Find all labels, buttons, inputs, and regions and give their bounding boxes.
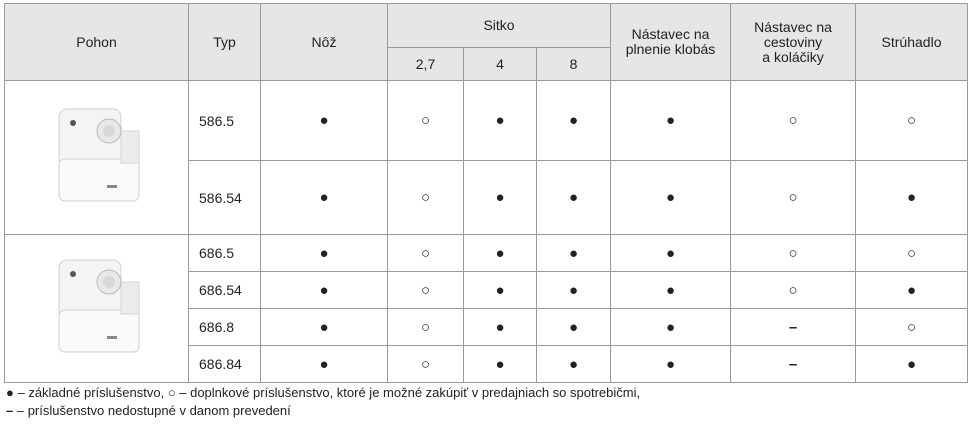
symbol-cell: ○ [731, 161, 856, 235]
symbol-cell: ● [464, 346, 537, 383]
legend-line: – – príslušenstvo nedostupné v danom pre… [6, 402, 640, 420]
symbol-cell: ● [856, 161, 968, 235]
legend-line: ● – základné príslušenstvo, ○ – doplnkov… [6, 384, 640, 402]
symbol-cell: ● [261, 272, 388, 309]
symbol-cell: ● [611, 235, 731, 272]
symbol-cell: ● [261, 309, 388, 346]
symbol-cell: ○ [388, 81, 464, 161]
header-cell: Sitko [388, 4, 611, 48]
type-cell: 586.5 [189, 81, 261, 161]
legend-symbol: ● [6, 385, 14, 400]
symbol-cell: ● [611, 272, 731, 309]
symbol-cell: ○ [856, 235, 968, 272]
symbol-cell: – [731, 346, 856, 383]
symbol-cell: ○ [388, 272, 464, 309]
symbol-cell: ● [611, 309, 731, 346]
symbol-cell: ○ [388, 346, 464, 383]
symbol-cell: ○ [731, 272, 856, 309]
symbol-cell: ● [537, 161, 611, 235]
header-cell: Nástavec na cestoviny a koláčiky [731, 4, 856, 81]
symbol-cell: ○ [388, 235, 464, 272]
type-cell: 686.5 [189, 235, 261, 272]
image-cell [5, 235, 189, 383]
legend-text: – príslušenstvo nedostupné v danom preve… [13, 403, 291, 418]
symbol-cell: ○ [731, 235, 856, 272]
symbol-cell: ● [856, 346, 968, 383]
type-cell: 586.54 [189, 161, 261, 235]
symbol-cell: ● [537, 235, 611, 272]
symbol-cell: ● [464, 272, 537, 309]
symbol-cell: ● [537, 81, 611, 161]
symbol-cell: ● [856, 272, 968, 309]
symbol-cell: ● [537, 272, 611, 309]
symbol-cell: ● [537, 309, 611, 346]
legend-text: – doplnkové príslušenstvo, ktoré je možn… [176, 385, 640, 400]
legend-symbol: ○ [168, 385, 176, 400]
symbol-cell: ● [464, 309, 537, 346]
symbol-cell: ● [611, 161, 731, 235]
header-cell: Nôž [261, 4, 388, 81]
symbol-cell: ● [537, 346, 611, 383]
symbol-cell: ● [464, 81, 537, 161]
header-cell: Typ [189, 4, 261, 81]
symbol-cell: ● [261, 235, 388, 272]
symbol-cell: ○ [856, 81, 968, 161]
type-cell: 686.54 [189, 272, 261, 309]
symbol-cell: ● [261, 81, 388, 161]
header-cell: 8 [537, 48, 611, 81]
spec-table: Pohon Typ Nôž Sitko Nástavec na plnenie … [4, 3, 968, 383]
symbol-cell: ● [611, 81, 731, 161]
header-cell: 4 [464, 48, 537, 81]
symbol-cell: ● [261, 346, 388, 383]
symbol-cell: ○ [388, 309, 464, 346]
symbol-cell: – [731, 309, 856, 346]
spec-table-container: Pohon Typ Nôž Sitko Nástavec na plnenie … [4, 3, 967, 383]
symbol-cell: ○ [388, 161, 464, 235]
image-cell [5, 81, 189, 235]
type-cell: 686.8 [189, 309, 261, 346]
symbol-cell: ● [464, 235, 537, 272]
symbol-cell: ● [464, 161, 537, 235]
table-row: 686.5●○●●●○○ [5, 235, 968, 272]
symbol-cell: ● [261, 161, 388, 235]
product-image [37, 101, 157, 211]
symbol-cell: ○ [731, 81, 856, 161]
symbol-cell: ● [611, 346, 731, 383]
type-cell: 686.84 [189, 346, 261, 383]
legend-text: – základné príslušenstvo, [14, 385, 168, 400]
header-cell: Pohon [5, 4, 189, 81]
legend: ● – základné príslušenstvo, ○ – doplnkov… [6, 384, 640, 420]
table-row: 586.5●○●●●○○ [5, 81, 968, 161]
header-cell: 2,7 [388, 48, 464, 81]
product-image [37, 252, 157, 362]
header-cell: Nástavec na plnenie klobás [611, 4, 731, 81]
header-cell: Strúhadlo [856, 4, 968, 81]
symbol-cell: ○ [856, 309, 968, 346]
